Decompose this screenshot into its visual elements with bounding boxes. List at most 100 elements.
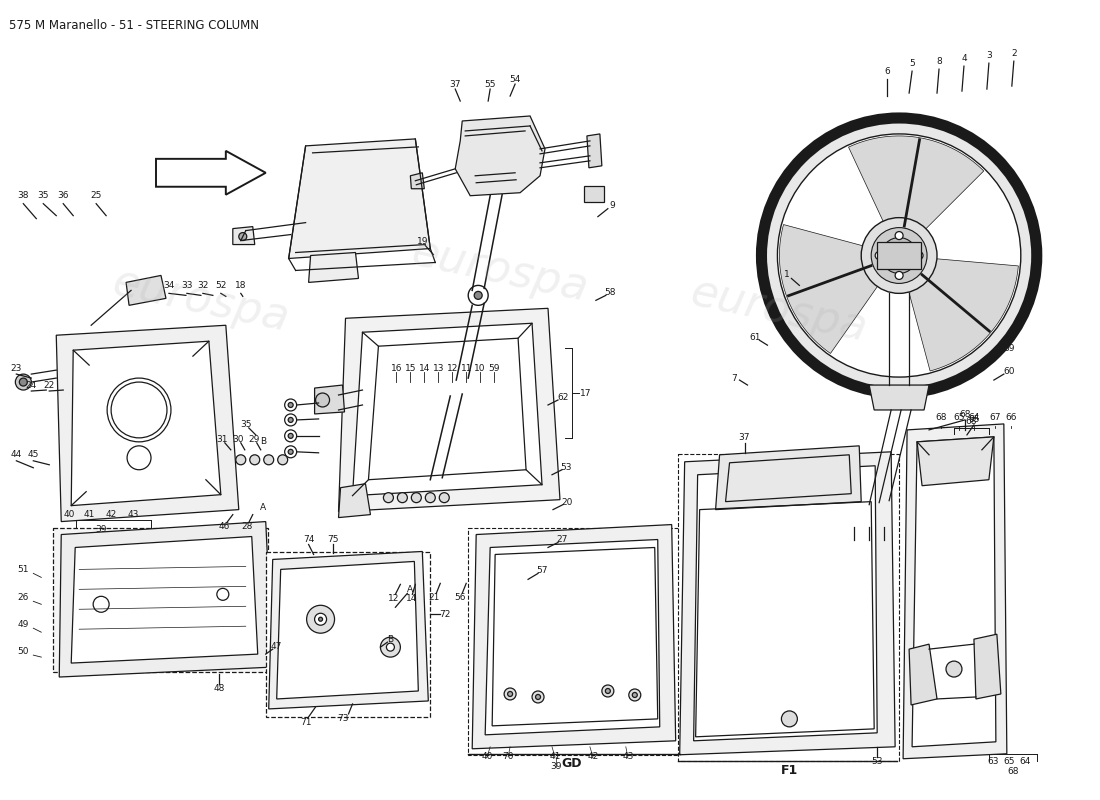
Polygon shape [865,537,874,550]
Text: F1: F1 [781,764,798,778]
Polygon shape [315,385,344,414]
Text: 9: 9 [609,201,615,210]
Text: 12: 12 [447,364,458,373]
Circle shape [315,614,327,626]
Text: 39: 39 [96,525,107,534]
Text: 19: 19 [417,237,428,246]
Circle shape [778,134,1021,377]
Circle shape [386,643,395,651]
Text: 4: 4 [961,54,967,62]
Bar [469,527,680,754]
Text: 59: 59 [488,364,499,373]
Text: 24: 24 [25,381,37,390]
Polygon shape [879,537,889,550]
Circle shape [876,251,883,259]
Circle shape [895,231,903,239]
Text: 42: 42 [106,510,117,519]
Text: 39: 39 [550,762,562,771]
Text: A: A [407,585,414,594]
Polygon shape [126,275,166,306]
Bar [459,338,470,346]
Circle shape [632,693,637,698]
Polygon shape [849,537,859,550]
Circle shape [781,711,798,727]
Text: 71: 71 [300,718,311,727]
Text: 68: 68 [965,418,977,426]
Text: 64: 64 [1019,758,1031,766]
Circle shape [319,618,322,622]
Circle shape [504,688,516,700]
Text: 35: 35 [240,421,252,430]
Polygon shape [156,151,266,194]
Text: 35: 35 [37,191,50,200]
Text: 49: 49 [18,620,29,629]
Polygon shape [233,226,255,245]
Polygon shape [716,446,861,510]
Polygon shape [410,173,425,189]
Circle shape [474,291,482,299]
Text: 62: 62 [558,393,569,402]
Circle shape [239,233,246,241]
Polygon shape [472,525,675,749]
Text: 1: 1 [783,270,790,279]
Text: 3: 3 [986,50,992,60]
Text: 26: 26 [18,593,29,602]
Text: 70: 70 [503,752,514,762]
Text: 57: 57 [537,566,548,575]
Circle shape [107,378,170,442]
Text: B: B [387,634,394,644]
Circle shape [316,393,330,407]
Circle shape [536,694,540,699]
Bar [53,527,267,672]
Text: 37: 37 [739,434,750,442]
Text: GD: GD [562,758,582,770]
Text: 36: 36 [57,191,69,200]
Text: 65: 65 [968,415,980,425]
Text: 63: 63 [987,758,999,766]
Text: 38: 38 [18,191,29,200]
Bar [877,242,921,270]
Circle shape [629,689,641,701]
Text: 15: 15 [405,364,416,373]
Polygon shape [455,116,544,196]
Circle shape [264,455,274,465]
Bar [584,186,604,202]
Text: 23: 23 [11,364,22,373]
Polygon shape [843,498,896,530]
Text: 12: 12 [387,594,399,603]
Text: 75: 75 [327,535,339,544]
Text: 50: 50 [18,646,29,656]
Polygon shape [848,136,983,255]
Text: 2: 2 [1011,49,1016,58]
Text: 41: 41 [84,510,95,519]
Text: 13: 13 [432,364,444,373]
Text: 53: 53 [871,758,883,766]
Circle shape [307,606,334,633]
Text: 18: 18 [235,281,246,290]
Text: eurospa: eurospa [408,230,593,310]
Polygon shape [869,385,929,410]
Circle shape [895,271,903,279]
Text: 65: 65 [954,414,965,422]
Circle shape [285,430,297,442]
Text: 58: 58 [604,288,616,297]
Circle shape [94,596,109,612]
Polygon shape [339,484,371,518]
Polygon shape [339,308,560,512]
Text: 25: 25 [90,191,102,200]
Circle shape [439,493,449,502]
Text: 68: 68 [935,414,947,422]
Polygon shape [912,437,996,746]
Text: 67: 67 [989,414,1001,422]
Text: 66: 66 [1005,414,1016,422]
Text: A: A [260,503,266,512]
Text: 41: 41 [549,752,561,762]
Text: 64: 64 [968,414,980,422]
Circle shape [277,455,288,465]
Text: 51: 51 [18,565,29,574]
Text: 72: 72 [440,610,451,618]
Polygon shape [352,323,542,496]
Circle shape [426,493,436,502]
Polygon shape [309,253,359,282]
Circle shape [288,434,294,438]
